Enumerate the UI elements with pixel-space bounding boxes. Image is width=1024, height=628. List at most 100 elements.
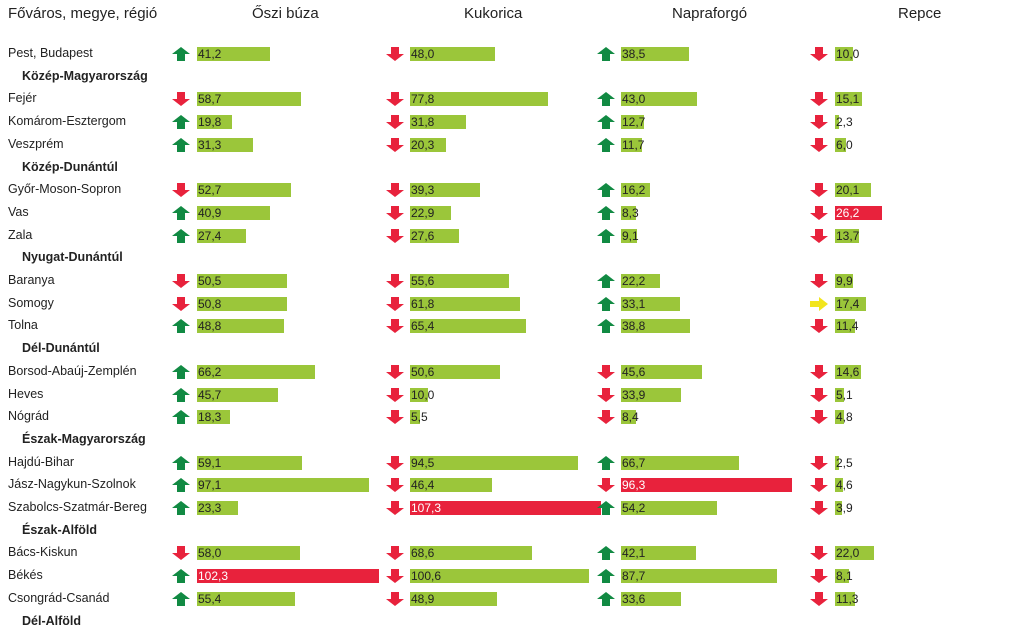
- value-label-oszi-buza: 97,1: [198, 478, 222, 493]
- bar-napraforgo: [621, 296, 680, 311]
- value-label-oszi-buza: 55,4: [198, 591, 222, 606]
- bar-repce: [835, 387, 845, 402]
- value-label-oszi-buza: 19,8: [198, 115, 222, 130]
- bar-oszi-buza: [197, 546, 300, 561]
- value-label-napraforgo: 54,2: [622, 501, 646, 515]
- bar-napraforgo: [621, 501, 718, 515]
- bar-repce: [835, 228, 860, 243]
- arrow-up-icon: [172, 569, 190, 584]
- region-label: Észak-Alföld: [22, 522, 98, 537]
- bar-oszi-buza: [197, 115, 233, 130]
- bar-kukorica: [410, 228, 460, 243]
- bar-kukorica: [410, 569, 589, 584]
- value-label-oszi-buza: 27,4: [198, 228, 222, 243]
- value-label-kukorica: 65,4: [411, 319, 435, 334]
- arrow-up-icon: [172, 228, 190, 243]
- value-label-kukorica: 68,6: [411, 546, 435, 561]
- arrow-down-icon: [597, 387, 615, 402]
- value-label-repce: 9,9: [836, 274, 853, 288]
- value-label-napraforgo: 45,6: [622, 364, 646, 379]
- bar-oszi-buza: [197, 569, 379, 584]
- bar-kukorica: [410, 455, 578, 470]
- value-label-repce: 2,3: [836, 115, 853, 130]
- arrow-down-icon: [386, 501, 404, 515]
- value-label-oszi-buza: 66,2: [198, 364, 222, 379]
- arrow-up-icon: [597, 274, 615, 288]
- arrow-down-icon: [810, 364, 828, 379]
- value-label-napraforgo: 87,7: [622, 569, 646, 584]
- bar-napraforgo: [621, 364, 702, 379]
- county-label: Tolna: [8, 318, 38, 333]
- bar-napraforgo: [621, 205, 636, 220]
- arrow-down-icon: [386, 92, 404, 107]
- county-label: Szabolcs-Szatmár-Bereg: [8, 500, 147, 514]
- bar-oszi-buza: [197, 228, 246, 243]
- value-label-napraforgo: 9,1: [622, 228, 639, 243]
- value-label-repce: 6,0: [836, 137, 853, 152]
- arrow-down-icon: [386, 364, 404, 379]
- bar-repce: [835, 501, 842, 515]
- arrow-down-icon: [810, 455, 828, 470]
- bar-kukorica: [410, 410, 420, 425]
- bar-kukorica: [410, 319, 527, 334]
- bar-napraforgo: [621, 569, 777, 584]
- header-crop-4: Repce: [898, 5, 942, 22]
- value-label-napraforgo: 33,9: [622, 387, 646, 402]
- bar-repce: [835, 205, 882, 220]
- arrow-up-icon: [172, 501, 190, 515]
- region-label: Dél-Alföld: [22, 613, 82, 628]
- bar-kukorica: [410, 591, 497, 606]
- arrow-down-icon: [172, 546, 190, 561]
- bar-repce: [835, 137, 846, 152]
- arrow-up-icon: [172, 591, 190, 606]
- arrow-up-icon: [172, 364, 190, 379]
- arrow-down-icon: [386, 455, 404, 470]
- bar-napraforgo: [621, 228, 638, 243]
- value-label-repce: 11,3: [836, 591, 859, 606]
- arrow-down-icon: [810, 274, 828, 288]
- arrow-down-icon: [386, 478, 404, 493]
- arrow-up-icon: [597, 228, 615, 243]
- value-label-kukorica: 46,4: [411, 478, 435, 493]
- value-label-oszi-buza: 18,3: [198, 410, 222, 425]
- bar-repce: [835, 546, 875, 561]
- bar-oszi-buza: [197, 183, 291, 198]
- arrow-up-icon: [597, 569, 615, 584]
- bar-kukorica: [410, 364, 500, 379]
- county-label: Győr-Moson-Sopron: [8, 182, 122, 197]
- value-label-repce: 4,6: [836, 478, 853, 493]
- header-crop-3: Napraforgó: [672, 5, 748, 22]
- bar-kukorica: [410, 92, 549, 107]
- value-label-napraforgo: 22,2: [622, 274, 646, 288]
- bar-napraforgo: [621, 478, 793, 493]
- county-label: Borsod-Abaúj-Zemplén: [8, 363, 137, 378]
- bar-kukorica: [410, 205, 451, 220]
- arrow-down-icon: [810, 410, 828, 425]
- county-label: Vas: [8, 204, 29, 219]
- bar-repce: [835, 569, 850, 584]
- bar-repce: [835, 455, 840, 470]
- value-label-repce: 10,0: [836, 47, 860, 61]
- region-label: Észak-Magyarország: [22, 431, 146, 446]
- value-label-repce: 8,1: [836, 569, 853, 584]
- value-label-kukorica: 61,8: [411, 296, 435, 311]
- arrow-down-icon: [810, 137, 828, 152]
- arrow-down-icon: [810, 478, 828, 493]
- value-label-kukorica: 107,3: [411, 501, 442, 515]
- arrow-down-icon: [386, 387, 404, 402]
- bar-napraforgo: [621, 387, 682, 402]
- value-label-oszi-buza: 59,1: [198, 455, 222, 470]
- bar-napraforgo: [621, 455, 740, 470]
- bar-kukorica: [410, 387, 428, 402]
- header-crop-1: Őszi búza: [252, 5, 319, 22]
- arrow-up-icon: [597, 591, 615, 606]
- county-label: Somogy: [8, 295, 54, 310]
- arrow-down-icon: [810, 569, 828, 584]
- bar-oszi-buza: [197, 137, 253, 152]
- value-label-napraforgo: 96,3: [622, 478, 646, 493]
- value-label-kukorica: 31,8: [411, 115, 435, 130]
- bar-kukorica: [410, 296, 520, 311]
- arrow-up-icon: [597, 546, 615, 561]
- bar-napraforgo: [621, 410, 636, 425]
- county-label: Fejér: [8, 91, 37, 106]
